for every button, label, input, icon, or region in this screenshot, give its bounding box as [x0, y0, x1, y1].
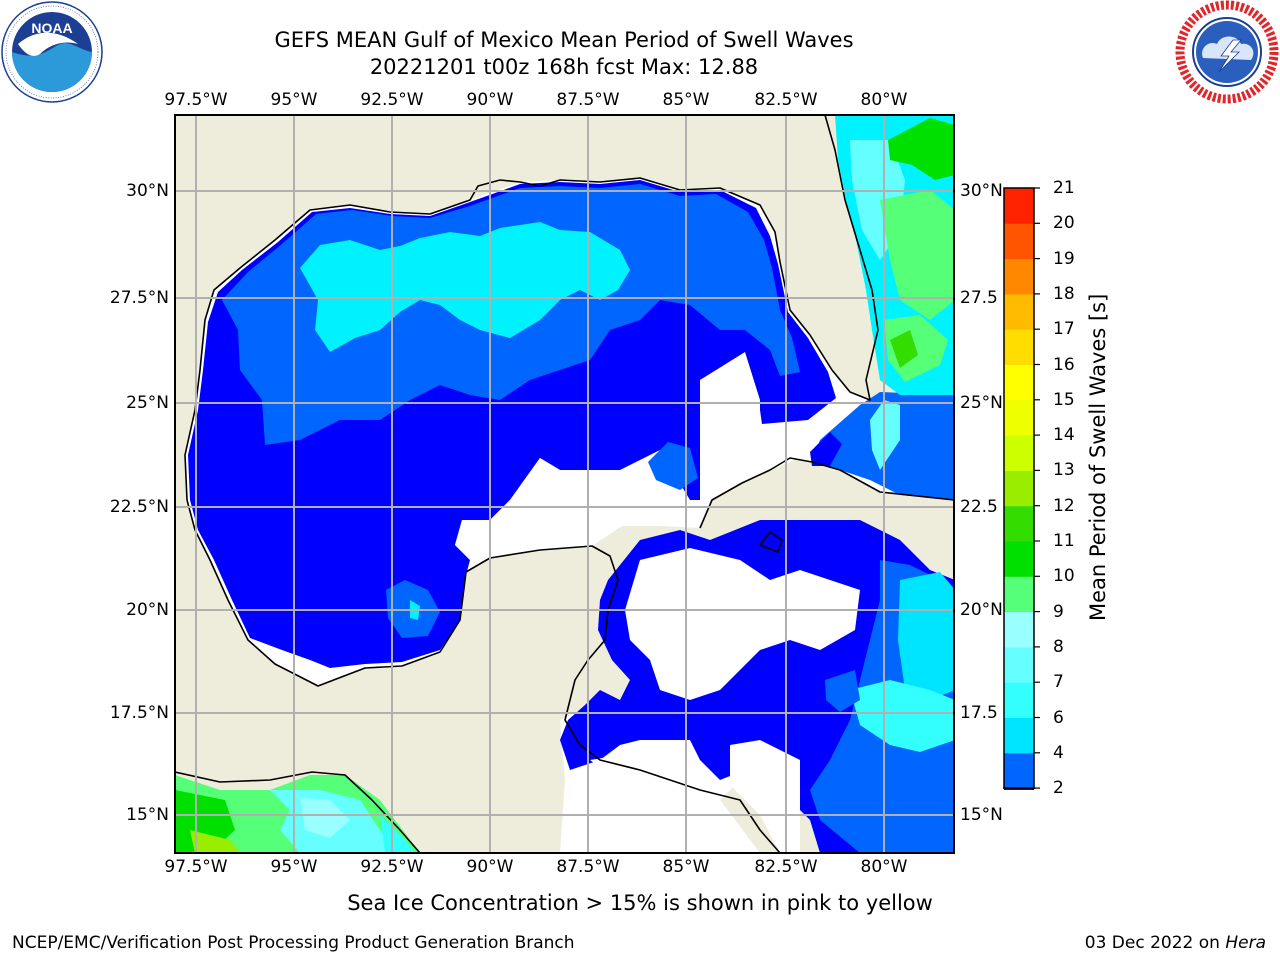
lat-tick-right: 17.5	[960, 703, 998, 723]
lon-tick-bottom: 80°W	[860, 857, 908, 877]
colorbar-segment	[1004, 329, 1034, 365]
colorbar-segment	[1004, 470, 1034, 507]
colorbar-level-label: 16	[1053, 354, 1075, 375]
nws-logo	[1175, 0, 1279, 104]
lon-tick-top: 90°W	[466, 90, 514, 110]
lon-tick-top: 80°W	[860, 90, 908, 110]
footer-host: Hera	[1225, 933, 1266, 953]
lon-tick-bottom: 90°W	[466, 857, 514, 877]
colorbar-level-label: 10	[1053, 566, 1075, 587]
lon-tick-bottom: 95°W	[270, 857, 318, 877]
lat-tick-right: 27.5	[960, 288, 998, 308]
colorbar-frame	[1003, 187, 1035, 789]
colorbar-segment	[1004, 541, 1034, 577]
map-title: GEFS MEAN Gulf of Mexico Mean Period of …	[274, 28, 854, 52]
lat-tick-right: 25°N	[960, 393, 1003, 413]
lon-tick-bottom: 87.5°W	[556, 857, 620, 877]
colorbar-level-label: 15	[1053, 389, 1075, 410]
colorbar-level-label: 8	[1053, 636, 1064, 657]
gulf-swell-cyan	[300, 222, 630, 352]
map-subtitle: 20221201 t00z 168h fcst Max: 12.88	[369, 55, 759, 79]
lon-tick-top: 97.5°W	[164, 90, 228, 110]
lon-tick-bottom: 97.5°W	[164, 857, 228, 877]
lon-tick-bottom: 92.5°W	[360, 857, 424, 877]
lat-tick-right: 15°N	[960, 805, 1003, 825]
lon-tick-top: 95°W	[270, 90, 318, 110]
lon-tick-top: 85°W	[662, 90, 710, 110]
colorbar-segment	[1004, 364, 1034, 401]
lon-tick-top: 82.5°W	[754, 90, 818, 110]
lat-tick-right: 22.5	[960, 497, 998, 517]
colorbar-segment	[1004, 752, 1034, 789]
colorbar	[1002, 187, 1040, 790]
footer-date-text: 03 Dec 2022 on	[1084, 933, 1226, 953]
graticule	[175, 115, 954, 853]
lat-tick-right: 20°N	[960, 600, 1003, 620]
colorbar-level-label: 2	[1053, 778, 1064, 799]
colorbar-segment	[1004, 611, 1034, 648]
colorbar-segment	[1004, 258, 1034, 295]
lon-tick-top: 92.5°W	[360, 90, 424, 110]
lon-tick-bottom: 82.5°W	[754, 857, 818, 877]
colorbar-level-label: 7	[1053, 672, 1064, 693]
colorbar-level-label: 20	[1053, 213, 1075, 234]
colorbar-segment	[1004, 505, 1034, 542]
svg-text:NOAA: NOAA	[31, 20, 72, 36]
colorbar-level-label: 11	[1053, 531, 1075, 551]
colorbar-segment	[1004, 293, 1034, 330]
lat-tick-left: 17.5°N	[109, 703, 169, 723]
colorbar-segment	[1004, 646, 1034, 683]
colorbar-segment	[1004, 576, 1034, 613]
colorbar-segment	[1004, 188, 1034, 224]
colorbar-level-label: 13	[1053, 460, 1075, 481]
coastlines	[175, 115, 954, 853]
lat-tick-right: 30°N	[960, 181, 1003, 201]
lat-tick-left: 27.5°N	[109, 288, 169, 308]
noaa-logo: NOAA	[1, 1, 103, 103]
lat-tick-left: 30°N	[126, 181, 169, 201]
map-frame	[174, 114, 955, 854]
lat-tick-left: 22.5°N	[109, 497, 169, 517]
colorbar-level-label: 14	[1053, 425, 1075, 446]
lat-tick-left: 15°N	[126, 805, 169, 825]
atlantic-swell-green	[880, 190, 954, 320]
colorbar-segment	[1004, 717, 1034, 754]
sea-ice-caption: Sea Ice Concentration > 15% is shown in …	[347, 891, 933, 915]
colorbar-level-label: 9	[1053, 601, 1064, 622]
colorbar-title: Mean Period of Swell Waves [s]	[1086, 293, 1110, 621]
colorbar-level-label: 18	[1053, 283, 1075, 304]
colorbar-segment	[1004, 435, 1034, 471]
lon-tick-top: 87.5°W	[556, 90, 620, 110]
footer-date: 03 Dec 2022 on Hera	[1085, 933, 1266, 953]
colorbar-segment	[1004, 223, 1034, 260]
footer-branch: NCEP/EMC/Verification Post Processing Pr…	[12, 933, 575, 953]
lat-tick-left: 25°N	[126, 393, 169, 413]
colorbar-level-label: 12	[1053, 495, 1075, 516]
colorbar-segment	[1004, 682, 1034, 718]
colorbar-level-label: 19	[1053, 248, 1075, 269]
colorbar-level-label: 4	[1053, 742, 1064, 763]
colorbar-level-label: 6	[1053, 707, 1064, 728]
colorbar-level-label: 21	[1053, 178, 1075, 198]
lat-tick-left: 20°N	[126, 600, 169, 620]
colorbar-level-label: 17	[1053, 319, 1075, 340]
colorbar-segment	[1004, 399, 1034, 436]
lon-tick-bottom: 85°W	[662, 857, 710, 877]
